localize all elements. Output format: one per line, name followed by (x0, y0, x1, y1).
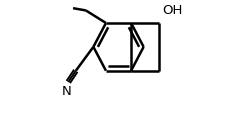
Text: N: N (61, 85, 71, 98)
Text: OH: OH (162, 4, 182, 17)
